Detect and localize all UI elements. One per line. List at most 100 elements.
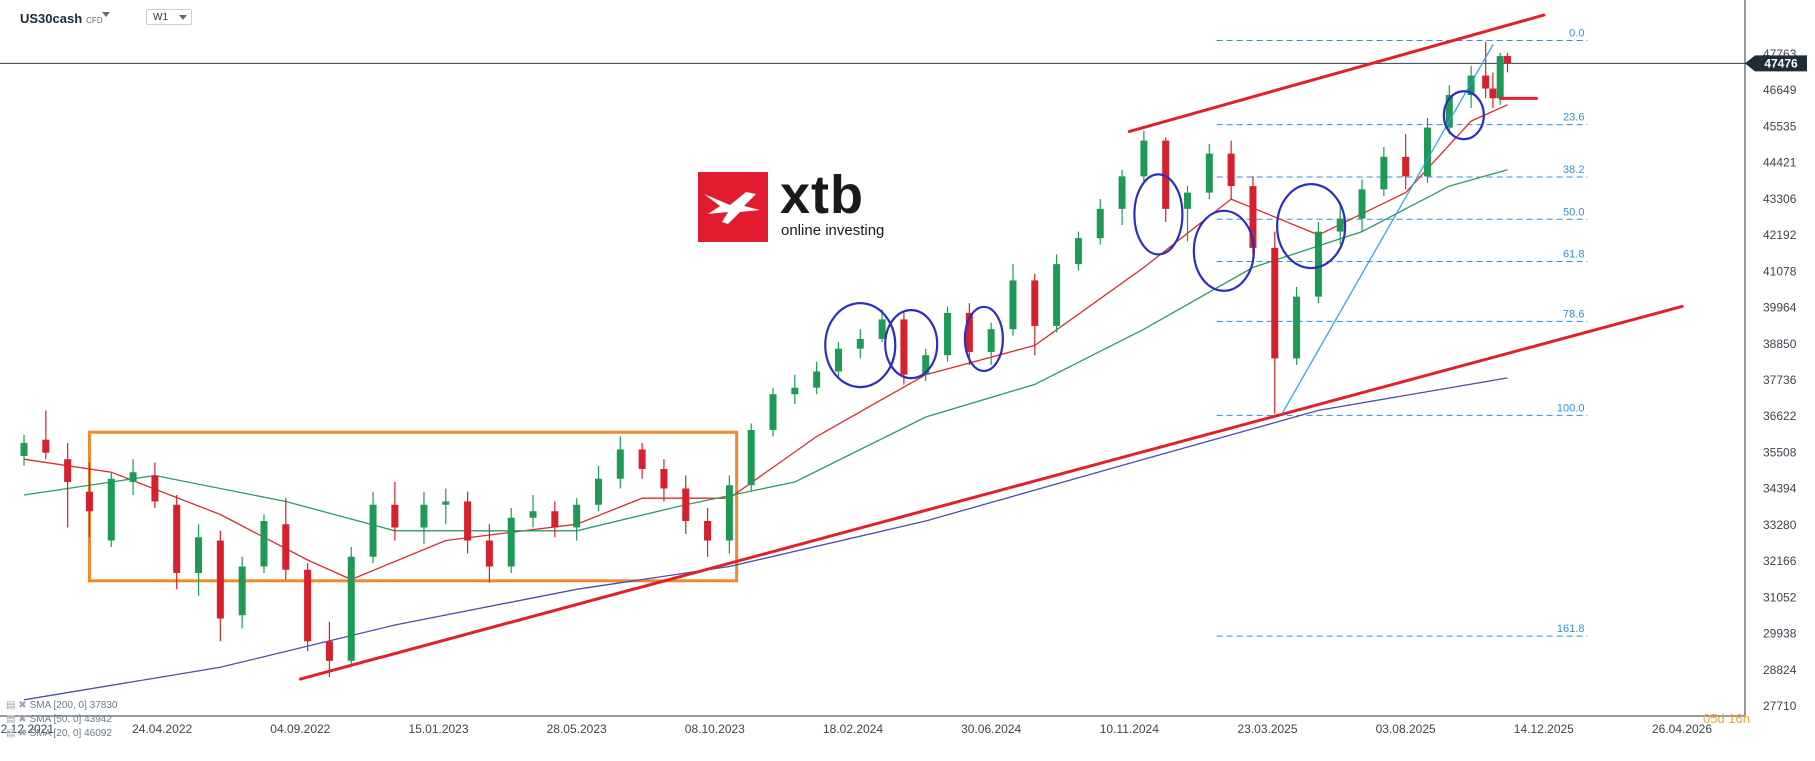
legend-close-icon[interactable]: ▤ ✖ (6, 728, 27, 739)
trendline-channel-lower (298, 304, 1684, 681)
price-tick-label: 31052 (1763, 590, 1797, 604)
candle-body (878, 319, 886, 339)
fib-level-label: 38.2 (1563, 164, 1584, 176)
current-price-value: 47476 (1764, 56, 1798, 70)
timeframe-chevron-icon (179, 15, 187, 20)
sma-line (23, 377, 1508, 701)
price-tick-label: 38850 (1763, 337, 1797, 351)
candle-body (616, 449, 624, 479)
time-tick-label: 10.11.2024 (1100, 722, 1159, 736)
candle-body (238, 566, 246, 616)
candle-body (369, 504, 377, 557)
highlight-ellipse (1442, 90, 1485, 141)
price-tick-label: 39964 (1763, 301, 1797, 315)
candle-body (573, 504, 581, 528)
price-tick-label: 46649 (1763, 83, 1797, 97)
candle-body (1184, 192, 1192, 209)
candle-body (769, 394, 777, 430)
timeframe-selector[interactable]: W1 (146, 9, 192, 25)
candle-body (922, 355, 930, 375)
candle-body (1402, 156, 1410, 177)
time-tick-label: 03.08.2025 (1376, 722, 1436, 736)
legend-close-icon[interactable]: ▤ ✖ (6, 714, 27, 725)
candle-body (1140, 140, 1148, 177)
legend-sma-20[interactable]: ▤ ✖ SMA [20, 0] 46092 (6, 728, 112, 739)
price-tick-label: 44421 (1763, 156, 1797, 170)
price-tick-label: 36622 (1763, 409, 1797, 423)
symbol-dropdown-chevron-icon[interactable] (102, 12, 110, 17)
symbol-selector[interactable]: US30cash CFD (20, 11, 103, 26)
time-tick-label: 30.06.2024 (961, 722, 1021, 736)
candle-body (944, 312, 952, 356)
symbol-name: US30cash (20, 11, 83, 26)
candle-body (529, 511, 537, 518)
fib-level-label: 78.6 (1563, 308, 1584, 320)
candle-body (1249, 186, 1257, 248)
price-tick-label: 29938 (1763, 627, 1797, 641)
price-tick-label: 33280 (1763, 518, 1797, 532)
time-tick-label: 26.04.2026 (1652, 722, 1712, 736)
highlight-ellipse (963, 305, 1004, 373)
candle-body (660, 468, 668, 489)
trendline-steep-support (1281, 44, 1494, 415)
candle-body (1445, 95, 1453, 128)
candle-body (1205, 153, 1213, 193)
price-tick-label: 37736 (1763, 373, 1797, 387)
candle-body (64, 459, 72, 482)
price-tick-label: 32166 (1763, 554, 1797, 568)
candle-body (42, 439, 50, 453)
candle-body (1482, 75, 1490, 89)
candle-countdown: 05d 16h (1703, 711, 1750, 726)
candle-body (834, 348, 842, 372)
price-tick-label: 41078 (1763, 264, 1797, 278)
candle-body (900, 319, 908, 375)
time-tick-label: 08.10.2023 (685, 722, 745, 736)
candle-body (1031, 280, 1039, 326)
candle-body (195, 537, 203, 574)
candle-body (747, 429, 755, 486)
highlight-ellipse (1133, 173, 1184, 256)
candle-body (304, 569, 312, 642)
candle-body (1271, 247, 1279, 359)
candle-body (1336, 218, 1344, 232)
xtb-logo-mark-icon (698, 172, 768, 242)
candle-body (1503, 56, 1511, 64)
legend-close-icon[interactable]: ▤ ✖ (6, 700, 27, 711)
candle-body (1074, 238, 1082, 265)
candle-body (391, 504, 399, 528)
candle-body (1496, 56, 1504, 99)
candle-body (791, 387, 799, 395)
legend-sma-200[interactable]: ▤ ✖ SMA [200, 0] 37830 (6, 700, 118, 711)
price-tick-label: 35508 (1763, 445, 1797, 459)
candle-body (965, 312, 973, 352)
price-tick-label: 42192 (1763, 228, 1797, 242)
price-tick-label: 28824 (1763, 663, 1797, 677)
candle-body (442, 501, 450, 505)
candle-body (1293, 296, 1301, 359)
candle-body (1358, 189, 1366, 219)
candle-body (813, 371, 821, 388)
candle-body (1227, 153, 1235, 187)
candle-body (151, 475, 159, 502)
candle-body (856, 338, 864, 349)
candle-body (1053, 264, 1061, 326)
fib-level-label: 23.6 (1563, 112, 1584, 124)
fib-level-label: 100.0 (1557, 402, 1585, 414)
time-tick-label: 23.03.2025 (1237, 722, 1297, 736)
fib-level-label: 61.8 (1563, 249, 1584, 261)
xtb-logo: xtb online investing (698, 165, 898, 244)
candle-body (682, 488, 690, 521)
candle-body (325, 641, 333, 661)
candle-body (1489, 88, 1497, 99)
candle-body (1009, 280, 1017, 330)
timeframe-label: W1 (153, 12, 168, 23)
symbol-type: CFD (86, 16, 103, 25)
candle-body (1423, 127, 1431, 177)
current-price-tag (1745, 55, 1807, 72)
candle-body (551, 511, 559, 528)
candle-body (129, 472, 137, 482)
candle-body (1096, 208, 1104, 239)
highlight-ellipse (1192, 209, 1255, 292)
legend-sma-50[interactable]: ▤ ✖ SMA [50, 0] 43942 (6, 714, 112, 725)
